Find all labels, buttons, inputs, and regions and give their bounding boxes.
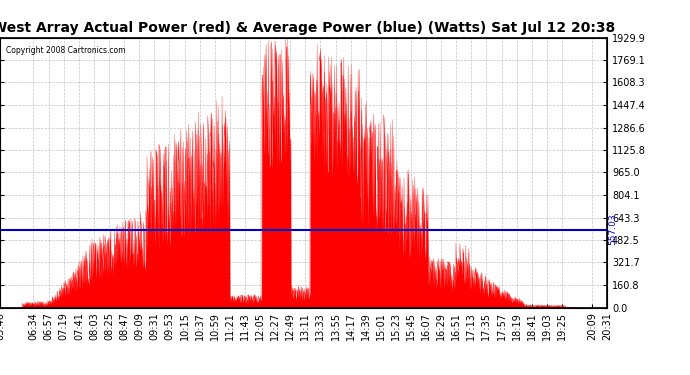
Text: 557.03: 557.03 bbox=[609, 214, 618, 245]
Text: Copyright 2008 Cartronics.com: Copyright 2008 Cartronics.com bbox=[6, 46, 126, 55]
Title: West Array Actual Power (red) & Average Power (blue) (Watts) Sat Jul 12 20:38: West Array Actual Power (red) & Average … bbox=[0, 21, 615, 35]
